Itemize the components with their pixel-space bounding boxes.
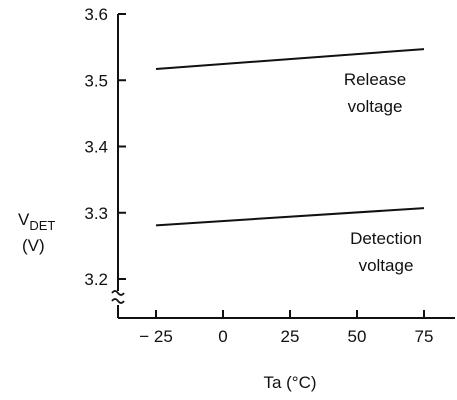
y-tick-label: 3.5 <box>84 71 108 90</box>
y-axis-title: VDET <box>18 210 55 233</box>
detection-voltage-label: Detection voltage <box>350 229 422 275</box>
y-tick-label: 3.6 <box>84 5 108 24</box>
x-tick-label: 50 <box>348 327 367 346</box>
x-tick-label: 75 <box>415 327 434 346</box>
detection-voltage-line <box>155 207 425 227</box>
x-tick-label: 25 <box>281 327 300 346</box>
y-tick-label: 3.3 <box>84 204 108 223</box>
x-axis-title: Ta (°C) <box>263 373 316 392</box>
release-voltage-line <box>155 48 425 70</box>
y-tick-label: 3.4 <box>84 138 108 157</box>
detection-voltage-label-line-2: voltage <box>359 256 414 275</box>
series-group <box>155 48 425 227</box>
release-voltage-label: Release voltage <box>344 70 406 116</box>
y-tick-label: 3.2 <box>84 270 108 289</box>
axes <box>111 14 455 319</box>
x-tick-label: 0 <box>218 327 227 346</box>
detection-voltage-label-line-1: Detection <box>350 229 422 248</box>
release-voltage-label-line-2: voltage <box>348 97 403 116</box>
x-tick-label: − 25 <box>139 327 173 346</box>
y-axis-ticks: 3.2 3.3 3.4 3.5 3.6 <box>84 5 126 289</box>
axis-break-mark-lower <box>111 298 125 304</box>
release-voltage-label-line-1: Release <box>344 70 406 89</box>
x-axis-ticks: − 25 0 25 50 75 <box>139 310 433 346</box>
y-axis-unit: (V) <box>22 236 45 255</box>
axis-break-mark-upper <box>111 290 125 296</box>
